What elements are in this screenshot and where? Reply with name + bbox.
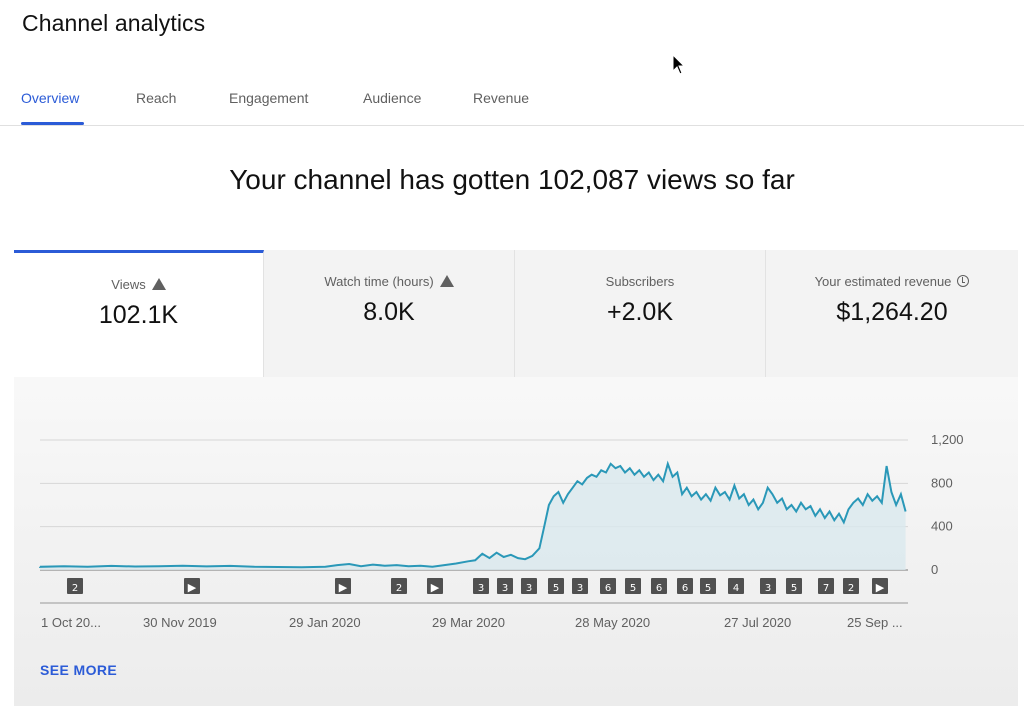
views-headline: Your channel has gotten 102,087 views so… (229, 164, 795, 195)
clock-icon (957, 275, 970, 287)
metric-value-revenue: $1,264.20 (836, 298, 948, 326)
metric-card-subscribers[interactable]: Subscribers +2.0K (515, 250, 766, 377)
tab-bar: Overview Reach Engagement Audience Reven… (0, 86, 1024, 126)
metric-value-views: 102.1K (98, 301, 179, 329)
tab-revenue[interactable]: Revenue (473, 90, 530, 106)
metric-label-text: Watch time (hours) (324, 274, 434, 289)
metric-cards: Views 102.1K Watch time (hours) 8.0K Sub… (14, 250, 1018, 377)
metric-card-views[interactable]: Views 102.1K (14, 250, 264, 377)
see-more-link[interactable]: SEE MORE (40, 662, 118, 678)
active-tab-indicator (21, 122, 84, 125)
top-bar: Channel analytics Overview Reach Engagem… (0, 0, 1024, 126)
metric-label-text: Your estimated revenue (814, 274, 952, 289)
warning-icon (439, 275, 454, 287)
metric-card-watch-time[interactable]: Watch time (hours) 8.0K (264, 250, 515, 377)
metric-label-watch-time: Watch time (hours) (264, 274, 514, 289)
warning-icon (151, 278, 166, 290)
metric-card-revenue[interactable]: Your estimated revenue $1,264.20 (766, 250, 1018, 377)
metric-label-subscribers: Subscribers (605, 274, 675, 289)
metric-label-views: Views (14, 277, 263, 292)
metric-value-subscribers: +2.0K (606, 298, 674, 326)
tab-overview[interactable]: Overview (21, 90, 80, 106)
metric-label-text: Views (111, 277, 146, 292)
page-title: Channel analytics (22, 10, 206, 36)
mouse-cursor-icon (672, 54, 686, 75)
metric-label-revenue: Your estimated revenue (766, 274, 1018, 289)
tab-engagement[interactable]: Engagement (229, 90, 309, 106)
tab-reach[interactable]: Reach (136, 90, 177, 106)
metric-value-watch-time: 8.0K (363, 298, 415, 326)
tab-audience[interactable]: Audience (363, 90, 422, 106)
